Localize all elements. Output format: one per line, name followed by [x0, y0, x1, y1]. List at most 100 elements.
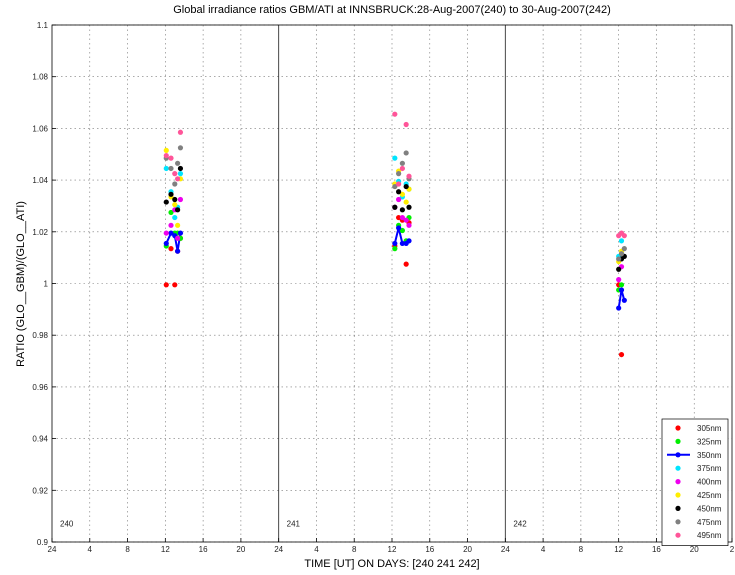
legend-label-450nm: 450nm [697, 504, 722, 513]
point-475nm [618, 251, 625, 257]
point-495nm [163, 152, 169, 159]
x-tick-label: 12 [614, 545, 623, 554]
point-350nm [406, 238, 412, 244]
legend-label-495nm: 495nm [697, 531, 722, 540]
x-tick-label: 16 [199, 545, 208, 554]
point-305nm [618, 351, 625, 358]
point-305nm [403, 261, 409, 267]
point-305nm [168, 246, 174, 252]
point-495nm [403, 121, 409, 128]
legend-box [661, 418, 729, 546]
day-separators [278, 25, 506, 542]
point-400nm [168, 222, 174, 228]
point-450nm [399, 207, 405, 213]
legend-label-305nm: 305nm [697, 424, 722, 433]
point-495nm [177, 129, 184, 135]
point-450nm [163, 199, 169, 205]
point-350nm [616, 305, 622, 311]
point-375nm [163, 165, 169, 172]
point-425nm [399, 191, 405, 197]
day-label: 240 [60, 520, 74, 529]
point-475nm [621, 246, 627, 252]
legend-label-375nm: 375nm [697, 464, 722, 473]
x-tick-label: 16 [652, 545, 661, 554]
point-325nm [399, 227, 405, 234]
point-350nm [399, 240, 405, 247]
legend-label-475nm: 475nm [697, 518, 722, 527]
y-tick-label: 1.04 [32, 176, 48, 185]
point-325nm [168, 209, 174, 216]
y-tick-label: 0.96 [32, 383, 48, 392]
point-325nm [618, 282, 625, 288]
x-tick-label: 20 [690, 545, 699, 554]
point-400nm [406, 222, 412, 228]
legend-marker-450nm [675, 505, 681, 511]
point-450nm [616, 266, 622, 272]
point-305nm [163, 282, 169, 288]
point-425nm [172, 202, 178, 208]
point-425nm [175, 222, 181, 228]
point-350nm [168, 230, 174, 236]
point-450nm [392, 204, 398, 210]
x-tick-label: 20 [236, 545, 245, 554]
point-400nm [175, 235, 181, 241]
y-tick-label: 0.92 [32, 486, 48, 495]
point-450nm [172, 196, 178, 203]
x-tick-label: 24 [48, 545, 57, 554]
x-tick-label: 2 [730, 545, 735, 554]
point-350nm [621, 297, 627, 303]
y-tick-label: 0.9 [37, 538, 49, 547]
point-475nm [172, 181, 178, 187]
x-tick-label: 8 [579, 545, 584, 554]
point-450nm [406, 204, 412, 210]
point-475nm [177, 145, 184, 151]
legend-marker-375nm [675, 465, 681, 471]
day-label: 241 [287, 520, 301, 529]
point-495nm [406, 173, 412, 179]
point-475nm [396, 171, 402, 177]
point-475nm [399, 160, 405, 166]
legend-label-425nm: 425nm [697, 491, 722, 500]
point-425nm [403, 199, 409, 205]
point-375nm [172, 214, 178, 221]
legend-marker-495nm [675, 532, 681, 538]
legend-label-325nm: 325nm [697, 437, 722, 446]
point-350nm [396, 225, 402, 231]
day-labels: 240 241 242 [60, 520, 527, 529]
legend-marker-350nm [675, 452, 681, 458]
point-350nm [177, 230, 184, 236]
point-495nm [172, 171, 178, 177]
legend-label-400nm: 400nm [697, 478, 722, 487]
point-400nm [403, 217, 409, 223]
point-325nm [392, 246, 398, 252]
series-lines [165, 227, 626, 309]
x-tick-label: 24 [274, 545, 283, 554]
point-350nm [163, 240, 169, 247]
point-495nm [396, 181, 402, 187]
legend-marker-305nm [675, 425, 681, 431]
point-495nm [168, 155, 174, 161]
point-400nm [399, 214, 405, 221]
point-400nm [616, 277, 622, 283]
y-tick-label: 1.06 [32, 124, 48, 133]
point-495nm [621, 233, 627, 239]
point-450nm [177, 165, 184, 172]
point-495nm [392, 111, 398, 117]
legend-marker-400nm [675, 479, 681, 485]
point-450nm [403, 183, 409, 190]
x-tick-label: 24 [501, 545, 510, 554]
point-475nm [403, 150, 409, 156]
point-375nm [392, 155, 398, 161]
x-tick-label: 12 [388, 545, 397, 554]
point-450nm [168, 191, 174, 197]
legend-label-350nm: 350nm [697, 451, 722, 460]
point-350nm [392, 240, 398, 247]
legend-marker-325nm [675, 438, 681, 444]
point-495nm [399, 165, 405, 172]
x-tick-label: 4 [541, 545, 546, 554]
point-400nm [177, 196, 184, 203]
x-tick-label: 8 [125, 545, 130, 554]
x-tick-label: 4 [88, 545, 93, 554]
y-tick-label: 1.1 [37, 21, 49, 30]
point-305nm [172, 282, 178, 288]
